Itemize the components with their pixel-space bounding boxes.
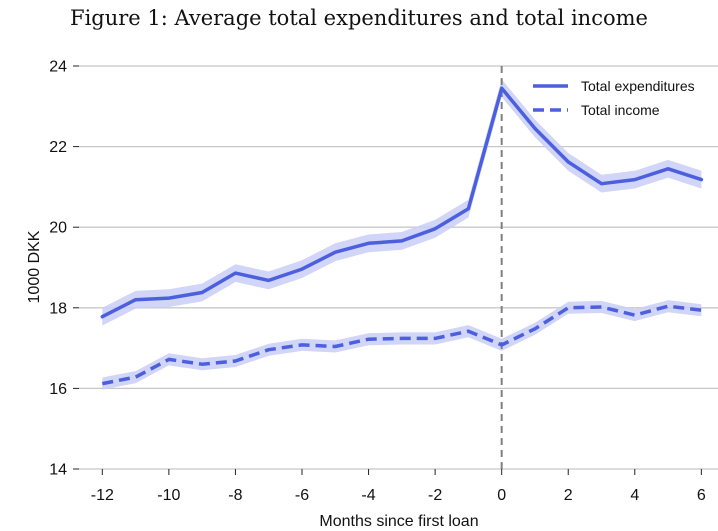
y-tick-label-14: 14 <box>49 462 67 479</box>
x-tick-label--2: -2 <box>428 487 442 504</box>
y-tick-label-16: 16 <box>49 381 67 398</box>
gridlines <box>79 65 718 470</box>
legend-label-total-income: Total income <box>581 102 660 118</box>
band-total-income <box>102 300 702 390</box>
y-axis-label: 1000 DKK <box>26 230 43 303</box>
x-tick-label--4: -4 <box>361 487 375 504</box>
x-tick-label-4: 4 <box>630 487 639 504</box>
x-tick-label--6: -6 <box>295 487 309 504</box>
figure-title: Figure 1: Average total expenditures and… <box>70 6 648 30</box>
y-tick-label-18: 18 <box>49 300 67 317</box>
series-lines <box>100 86 704 386</box>
x-axis-label: Months since first loan <box>319 513 478 530</box>
line-total-expenditures <box>100 86 704 319</box>
y-tick-label-22: 22 <box>49 139 67 156</box>
x-tick-label--10: -10 <box>157 487 180 504</box>
x-tick-label--8: -8 <box>228 487 242 504</box>
legend-label-total-expenditures: Total expenditures <box>581 78 695 94</box>
y-tick-label-20: 20 <box>49 220 67 237</box>
x-tick-label-6: 6 <box>697 487 706 504</box>
band-total-expenditures <box>102 79 702 326</box>
y-tick-label-24: 24 <box>49 59 67 76</box>
x-tick-label-2: 2 <box>564 487 573 504</box>
confidence-bands <box>102 79 702 390</box>
legend: Total expenditures Total income <box>533 78 695 118</box>
line-total-income <box>101 304 702 386</box>
x-tick-label--12: -12 <box>91 487 114 504</box>
x-tick-label-0: 0 <box>497 487 506 504</box>
